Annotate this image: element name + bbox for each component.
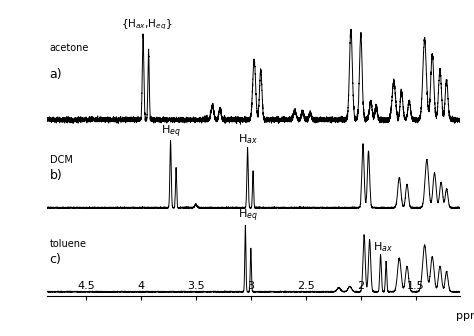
Text: DCM: DCM — [50, 155, 73, 165]
Text: {H$_{ax}$,H$_{eq}$}: {H$_{ax}$,H$_{eq}$} — [121, 17, 172, 32]
Text: H$_{eq}$: H$_{eq}$ — [237, 207, 257, 224]
Text: H$_{ax}$: H$_{ax}$ — [373, 240, 393, 254]
Text: b): b) — [50, 169, 63, 182]
Text: H$_{eq}$: H$_{eq}$ — [161, 123, 181, 140]
Text: H$_{ax}$: H$_{ax}$ — [237, 132, 257, 146]
Text: toluene: toluene — [50, 239, 87, 249]
Text: ppm: ppm — [456, 311, 474, 321]
Text: a): a) — [50, 68, 62, 81]
Text: c): c) — [50, 253, 62, 266]
Text: acetone: acetone — [50, 43, 89, 53]
